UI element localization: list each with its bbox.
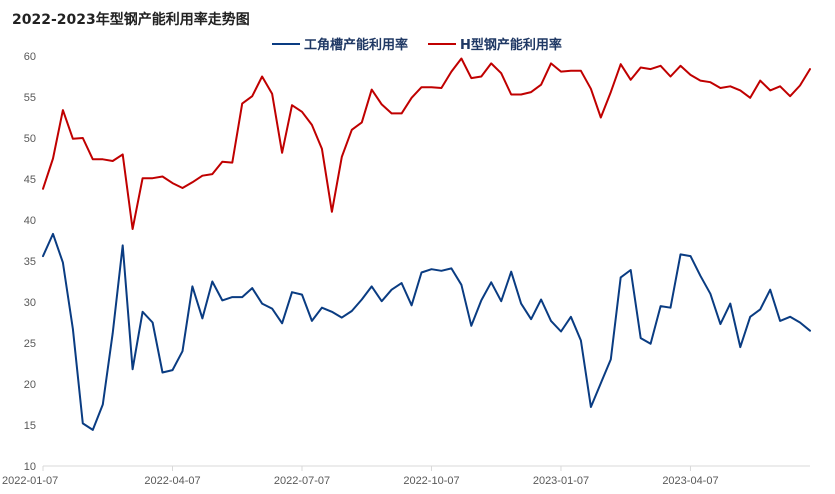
plot-area: [42, 57, 811, 431]
x-tick-label: 2023-01-07: [533, 475, 589, 487]
y-tick-label: 50: [24, 133, 36, 145]
y-tick-label: 15: [24, 420, 36, 432]
y-tick-label: 40: [24, 215, 36, 227]
chart-title: 2022-2023年型钢产能利用率走势图: [12, 12, 250, 28]
x-tick-label: 2023-04-07: [662, 475, 718, 487]
y-tick-label: 20: [24, 379, 36, 391]
y-tick-label: 10: [24, 461, 36, 473]
y-tick-label: 35: [24, 256, 36, 268]
x-tick-label: 2022-07-07: [274, 475, 330, 487]
y-tick-label: 25: [24, 338, 36, 350]
y-tick-label: 60: [24, 51, 36, 63]
x-tick-label: 2022-01-07: [2, 475, 58, 487]
x-tick-label: 2022-10-07: [403, 475, 459, 487]
legend-label-series-1: H型钢产能利用率: [460, 37, 562, 53]
legend: 工角槽产能利用率 H型钢产能利用率: [272, 37, 562, 53]
axes: 10 15 20 25 30 35 40 45 50 55 60 2022-01-07 2022-04-…: [2, 51, 810, 487]
series-line-1: [42, 57, 811, 230]
x-tick-label: 2022-04-07: [144, 475, 200, 487]
series-line-0: [42, 232, 811, 431]
y-tick-label: 55: [24, 92, 36, 104]
y-tick-label: 45: [24, 174, 36, 186]
legend-label-series-0: 工角槽产能利用率: [304, 37, 408, 53]
y-tick-label: 30: [24, 297, 36, 309]
